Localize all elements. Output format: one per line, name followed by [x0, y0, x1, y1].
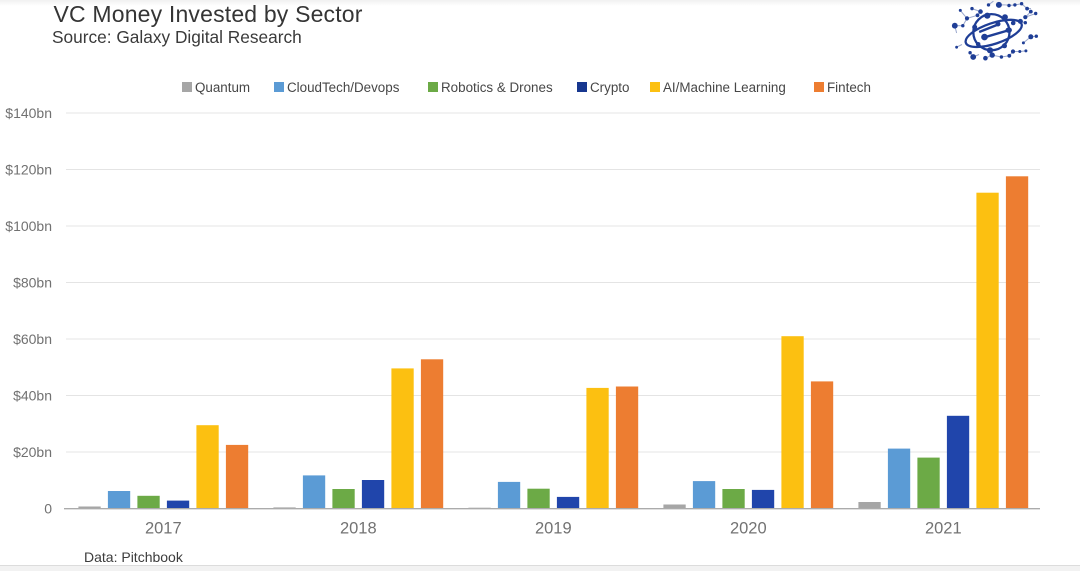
svg-text:2017: 2017: [145, 519, 182, 537]
svg-text:$80bn: $80bn: [13, 275, 52, 291]
svg-text:2018: 2018: [340, 519, 377, 537]
svg-text:$20bn: $20bn: [13, 444, 52, 460]
svg-text:$40bn: $40bn: [13, 388, 52, 404]
svg-text:$120bn: $120bn: [5, 162, 52, 178]
svg-text:2021: 2021: [925, 519, 962, 537]
svg-text:$140bn: $140bn: [5, 105, 52, 121]
svg-text:$100bn: $100bn: [5, 218, 52, 234]
svg-text:2019: 2019: [535, 519, 572, 537]
svg-text:$60bn: $60bn: [13, 331, 52, 347]
svg-text:0: 0: [44, 501, 52, 517]
svg-text:2020: 2020: [730, 519, 767, 537]
